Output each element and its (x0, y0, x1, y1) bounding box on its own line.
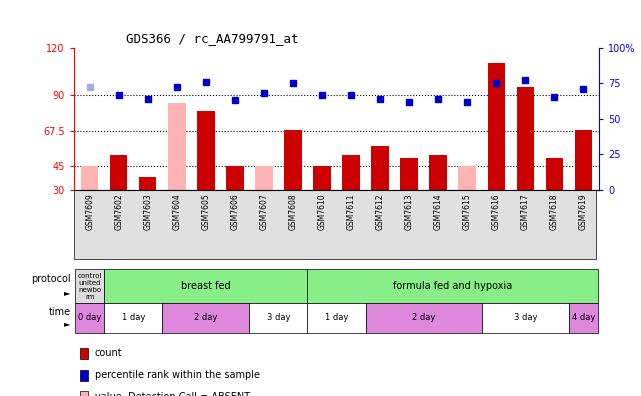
Bar (308, 269, 598, 303)
Text: GSM7616: GSM7616 (492, 194, 501, 230)
Bar (365, 303, 482, 333)
Text: 3 day: 3 day (267, 313, 290, 322)
Text: 4 day: 4 day (572, 313, 595, 322)
Bar (401, 158, 418, 190)
Text: count: count (95, 348, 122, 358)
Text: 2 day: 2 day (412, 313, 435, 322)
Text: GSM7612: GSM7612 (376, 194, 385, 230)
Bar (110, 155, 128, 190)
Text: GSM7607: GSM7607 (260, 194, 269, 230)
Text: 2 day: 2 day (194, 313, 217, 322)
Text: percentile rank within the sample: percentile rank within the sample (95, 370, 260, 380)
Text: breast fed: breast fed (181, 281, 231, 291)
Bar (139, 177, 156, 190)
Bar (342, 155, 360, 190)
Bar (249, 303, 308, 333)
Bar (371, 146, 389, 190)
Text: GSM7610: GSM7610 (317, 194, 326, 230)
Text: GSM7611: GSM7611 (347, 194, 356, 230)
Text: GSM7602: GSM7602 (114, 194, 123, 230)
Bar (81, 166, 99, 190)
Bar (429, 155, 447, 190)
Text: value, Detection Call = ABSENT: value, Detection Call = ABSENT (95, 392, 250, 396)
Bar (104, 269, 308, 303)
Bar (313, 166, 331, 190)
Text: GSM7618: GSM7618 (550, 194, 559, 230)
Text: 0 day: 0 day (78, 313, 101, 322)
Bar (482, 303, 569, 333)
Text: GSM7605: GSM7605 (201, 194, 210, 230)
Text: GSM7617: GSM7617 (520, 194, 529, 230)
Bar (308, 303, 365, 333)
Text: GSM7604: GSM7604 (172, 194, 181, 230)
Text: GSM7609: GSM7609 (85, 194, 94, 230)
Bar (255, 166, 272, 190)
Text: GSM7606: GSM7606 (230, 194, 239, 230)
Bar (517, 87, 534, 190)
Text: GSM7615: GSM7615 (463, 194, 472, 230)
Bar (458, 166, 476, 190)
Bar (104, 303, 162, 333)
Bar (197, 111, 215, 190)
Text: protocol: protocol (31, 274, 71, 284)
Text: GDS366 / rc_AA799791_at: GDS366 / rc_AA799791_at (126, 32, 299, 45)
Bar (75, 303, 104, 333)
Text: GSM7613: GSM7613 (404, 194, 413, 230)
Bar (75, 269, 104, 303)
Text: control
united
newbo
rm: control united newbo rm (78, 272, 102, 300)
Text: 1 day: 1 day (325, 313, 348, 322)
Text: ►: ► (64, 319, 71, 328)
Text: GSM7603: GSM7603 (144, 194, 153, 230)
Bar (574, 130, 592, 190)
Text: 3 day: 3 day (513, 313, 537, 322)
Text: GSM7608: GSM7608 (288, 194, 297, 230)
Bar (284, 130, 302, 190)
Text: GSM7614: GSM7614 (434, 194, 443, 230)
Bar (162, 303, 249, 333)
Bar (226, 166, 244, 190)
Text: ►: ► (64, 288, 71, 297)
Bar (569, 303, 598, 333)
Text: time: time (48, 307, 71, 317)
Bar (168, 103, 185, 190)
Text: formula fed and hypoxia: formula fed and hypoxia (393, 281, 512, 291)
Bar (545, 158, 563, 190)
Text: 1 day: 1 day (122, 313, 145, 322)
Bar (488, 63, 505, 190)
Text: GSM7619: GSM7619 (579, 194, 588, 230)
